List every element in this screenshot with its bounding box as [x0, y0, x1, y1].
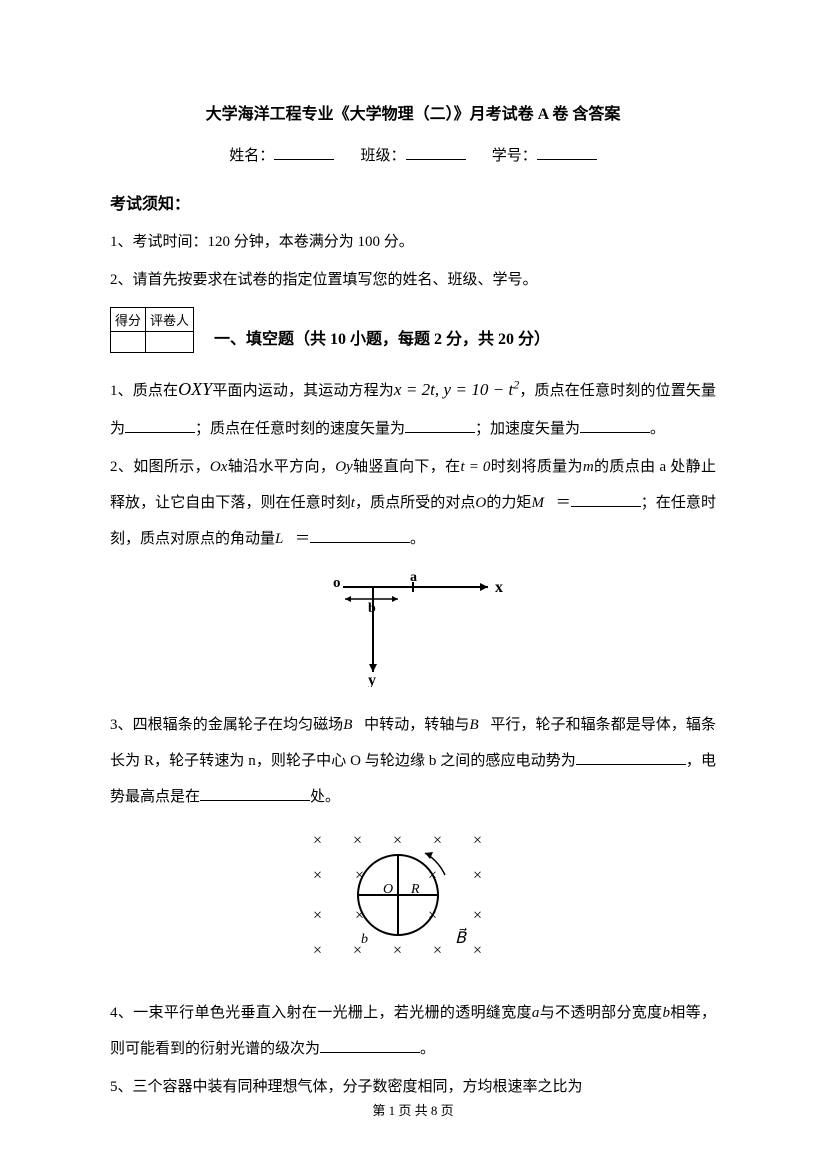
q1-text: ；加速度矢量为	[475, 421, 580, 437]
q2-text: ＝	[295, 531, 310, 547]
score-cell-score[interactable]	[111, 332, 146, 353]
q1-text: 。	[650, 421, 665, 437]
q3-text: 3、四根辐条的金属轮子在均匀磁场	[110, 717, 343, 733]
notice-1: 1、考试时间：120 分钟，本卷满分为 100 分。	[110, 226, 716, 259]
diagram1-label-x: x	[495, 579, 503, 596]
diagram2-label-B: B⃗	[455, 927, 467, 947]
q3-formula-B2: B⃗	[469, 717, 490, 733]
svg-text:×: ×	[473, 867, 482, 884]
q2-text: 的力矩	[486, 495, 531, 511]
q4-text: 与不透明部分宽度	[539, 1005, 662, 1021]
diagram1-label-o: o	[333, 575, 341, 591]
q3-formula-B1: B⃗	[343, 717, 364, 733]
svg-text:×: ×	[473, 832, 482, 849]
exam-title: 大学海洋工程专业《大学物理（二）》月考试卷 A 卷 含答案	[110, 100, 716, 124]
q2-text: ；在	[641, 495, 671, 511]
class-label: 班级：	[360, 148, 405, 164]
name-label: 姓名：	[229, 148, 274, 164]
svg-text:×: ×	[313, 867, 322, 884]
q4-formula-b: b	[662, 1005, 670, 1021]
q2-formula-L: L⃗	[275, 531, 295, 547]
q3-blank-2[interactable]	[200, 787, 310, 801]
notice-header: 考试须知：	[110, 190, 716, 214]
question-1: 1、质点在OXY平面内运动，其运动方程为x = 2t, y = 10 − t2，…	[110, 368, 716, 447]
notice-2: 2、请首先按要求在试卷的指定位置填写您的姓名、班级、学号。	[110, 264, 716, 297]
q1-formula-motion: x = 2t, y = 10 − t2	[394, 380, 519, 399]
q3-text: 长为 R，轮子转速为 n，则轮子中心 O 与轮边缘 b 之间的感应电动势为	[110, 753, 576, 769]
q1-formula-part: x = 2t, y = 10 − t	[394, 380, 513, 399]
q3-text: 平行，轮子和辐条都是导体，辐条	[490, 717, 716, 733]
q2-text: 2、如图所示，	[110, 459, 210, 475]
q4-blank-1[interactable]	[320, 1039, 420, 1053]
q4-text: 。	[420, 1041, 435, 1057]
q4-text: 4、一束平行单色光垂直入射在一光栅上，若光栅的透明缝宽度	[110, 1005, 532, 1021]
id-blank[interactable]	[537, 146, 597, 160]
question-3: 3、四根辐条的金属轮子在均匀磁场B⃗中转动，转轴与B⃗平行，轮子和辐条都是导体，…	[110, 707, 716, 815]
q1-formula-oxy: OXY	[178, 379, 212, 399]
svg-text:×: ×	[313, 907, 322, 924]
q2-text: ＝	[556, 495, 571, 511]
q3-blank-1[interactable]	[576, 751, 686, 765]
q2-formula-t0: t = 0	[460, 459, 490, 475]
q2-text: 轴沿水平方向，	[227, 459, 335, 475]
q1-blank-3[interactable]	[580, 419, 650, 433]
score-cell-grader[interactable]	[146, 332, 194, 353]
q3-text: ，电	[686, 753, 716, 769]
score-table: 得分 评卷人	[110, 307, 194, 353]
diagram2-label-O: O	[383, 882, 393, 897]
q4-text: 相等，	[670, 1005, 716, 1021]
section1-title: 一、填空题（共 10 小题，每题 2 分，共 20 分）	[214, 307, 550, 349]
q2-formula-O: O	[475, 495, 486, 511]
question-4: 4、一束平行单色光垂直入射在一光栅上，若光栅的透明缝宽度a与不透明部分宽度b相等…	[110, 995, 716, 1067]
q3-text: 处。	[310, 789, 340, 805]
q2-blank-1[interactable]	[571, 493, 641, 507]
q3-text: 中转动，转轴与	[364, 717, 469, 733]
svg-text:×: ×	[393, 832, 402, 849]
svg-text:×: ×	[433, 942, 442, 959]
svg-text:×: ×	[313, 832, 322, 849]
svg-text:×: ×	[313, 942, 322, 959]
student-info-line: 姓名： 班级： 学号：	[110, 144, 716, 165]
q4-text: 则可能看到的衍射光谱的级次为	[110, 1041, 320, 1057]
diagram1-label-b: b	[368, 601, 376, 616]
diagram-coordinate-axes: o a b x y	[110, 567, 716, 692]
q2-text: ，质点所受的对点	[355, 495, 475, 511]
svg-text:×: ×	[393, 942, 402, 959]
diagram2-label-b: b	[361, 932, 368, 947]
q2-text: 时刻将质量为	[490, 459, 582, 475]
q1-blank-2[interactable]	[405, 419, 475, 433]
question-2: 2、如图所示，Ox轴沿水平方向，Oy轴竖直向下，在t = 0时刻将质量为m的质点…	[110, 449, 716, 557]
class-blank[interactable]	[406, 146, 466, 160]
diagram2-label-R: R	[410, 882, 420, 897]
q2-text: 轴竖直向下，在	[353, 459, 461, 475]
q2-text: 的质点由 a 处	[594, 459, 686, 475]
score-header-score: 得分	[111, 308, 146, 332]
svg-text:×: ×	[473, 907, 482, 924]
q1-text: 平面内运动，其运动方程为	[212, 383, 394, 399]
id-label: 学号：	[492, 148, 537, 164]
q2-formula-ox: Ox	[210, 459, 228, 475]
q2-text: 。	[410, 531, 425, 547]
diagram1-label-y: y	[368, 672, 376, 687]
section1-header-row: 得分 评卷人 一、填空题（共 10 小题，每题 2 分，共 20 分）	[110, 307, 716, 353]
q1-text: 1、质点在	[110, 383, 178, 399]
q2-formula-M: M⃗	[531, 495, 555, 511]
q3-text: 势最高点是在	[110, 789, 200, 805]
q2-formula-m: m	[583, 459, 594, 475]
q2-blank-2[interactable]	[310, 529, 410, 543]
page-footer: 第 1 页 共 8 页	[0, 1100, 826, 1119]
diagram1-label-a: a	[410, 570, 417, 585]
q1-text: ；质点在任意时刻的速度矢量为	[195, 421, 405, 437]
svg-text:×: ×	[473, 942, 482, 959]
q5-text: 5、三个容器中装有同种理想气体，分子数密度相同，方均根速率之比为	[110, 1079, 583, 1095]
svg-text:×: ×	[353, 832, 362, 849]
q2-formula-oy: Oy	[335, 459, 353, 475]
svg-text:×: ×	[433, 832, 442, 849]
score-header-grader: 评卷人	[146, 308, 194, 332]
q1-text: ，质点在任意时刻的位置	[519, 383, 686, 399]
q1-blank-1[interactable]	[125, 419, 195, 433]
name-blank[interactable]	[274, 146, 334, 160]
diagram-wheel-field: ××××× ×××× ×××× ××××× O R b B⃗	[110, 825, 716, 980]
